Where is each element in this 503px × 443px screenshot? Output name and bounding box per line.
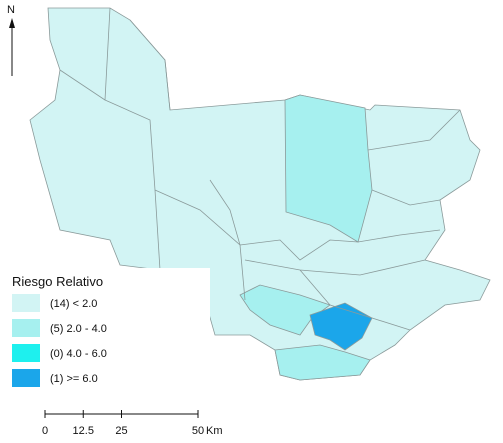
scale-label: 25 bbox=[115, 425, 127, 437]
legend-swatch bbox=[12, 344, 40, 362]
scale-label: 50 bbox=[192, 425, 204, 437]
north-label: N bbox=[7, 4, 15, 16]
legend: Riesgo Relativo (14) < 2.0 (5) 2.0 - 4.0 (… bbox=[4, 268, 210, 402]
legend-swatch bbox=[12, 319, 40, 337]
north-head bbox=[9, 18, 15, 28]
legend-swatch bbox=[12, 294, 40, 312]
boundaries bbox=[59, 7, 461, 331]
region bbox=[274, 344, 371, 381]
legend-label: (0) 4.0 - 6.0 bbox=[50, 348, 107, 360]
scale-unit: Km bbox=[206, 425, 223, 437]
legend-title: Riesgo Relativo bbox=[12, 274, 103, 289]
legend-label: (1) >= 6.0 bbox=[50, 373, 98, 385]
region bbox=[309, 302, 373, 351]
scale-label: 12.5 bbox=[73, 425, 94, 437]
legend-label: (14) < 2.0 bbox=[50, 298, 97, 310]
legend-label: (5) 2.0 - 4.0 bbox=[50, 323, 107, 335]
scale-bar: 0 12.5 25 50 Km bbox=[42, 410, 223, 437]
scale-label: 0 bbox=[42, 425, 48, 437]
legend-swatch bbox=[12, 369, 40, 387]
regions bbox=[29, 7, 491, 381]
north-arrow: N bbox=[7, 4, 15, 76]
